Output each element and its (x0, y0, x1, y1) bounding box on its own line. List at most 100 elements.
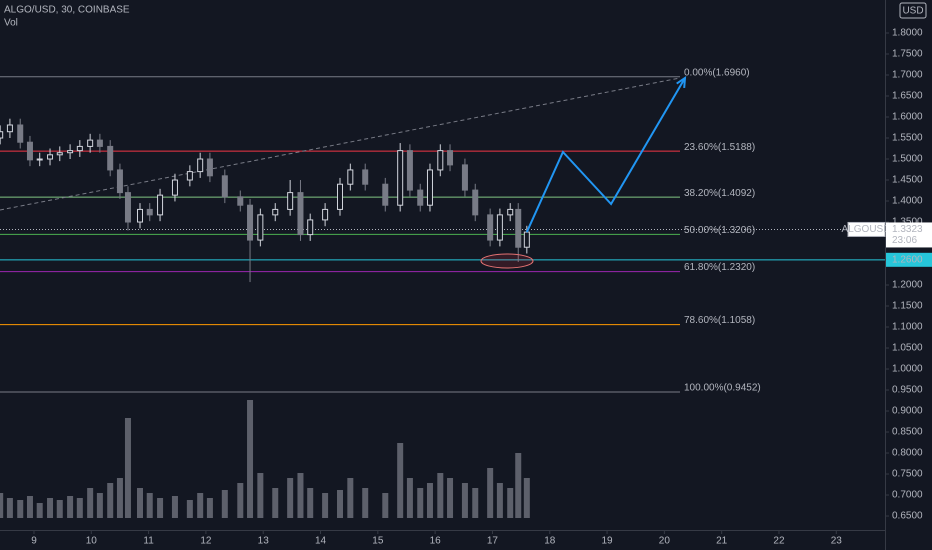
y-tick-label: 0.8000 (892, 448, 923, 459)
candle-body (197, 158, 204, 173)
candle-body (447, 150, 454, 166)
volume-bar (221, 490, 228, 518)
volume-bar (406, 478, 413, 518)
currency-box (899, 2, 927, 19)
volume-bar (124, 418, 131, 518)
candle-body (337, 183, 344, 210)
x-tick-label: 13 (258, 536, 270, 547)
x-tick-label: 11 (143, 536, 154, 547)
y-tick-label: 1.2000 (892, 280, 923, 291)
volume-bar (397, 443, 404, 518)
candle-body (297, 192, 304, 236)
y-tick-label: 1.1000 (892, 322, 923, 333)
y-tick-label: 1.7500 (892, 49, 923, 60)
volume-bar (247, 400, 254, 518)
candle-body (0, 131, 4, 139)
trendline (0, 77, 680, 211)
x-tick-label: 20 (659, 536, 671, 547)
symbol-tag-label: ALGOUSD (842, 224, 891, 235)
candle-body (87, 139, 94, 147)
volume-bar (197, 493, 204, 518)
highlight-ellipse (480, 253, 534, 269)
volume-bar (146, 493, 153, 518)
x-tick-label: 19 (601, 536, 613, 547)
volume-bar (287, 478, 294, 518)
candle-body (523, 231, 530, 248)
y-tick-label: 1.4000 (892, 196, 923, 207)
y-tick-label: 1.5500 (892, 133, 923, 144)
volume-bar (297, 473, 304, 518)
volume-bar (347, 478, 354, 518)
y-tick-label: 0.6500 (892, 511, 923, 522)
volume-bar (137, 488, 144, 518)
x-tick-label: 15 (372, 536, 384, 547)
candle-body (461, 164, 468, 191)
candle-body (426, 169, 433, 206)
volume-bar (47, 498, 54, 518)
volume-bar (67, 496, 74, 518)
volume-bar (382, 493, 389, 518)
fib-label: 61.80%(1.2320) (684, 262, 755, 273)
x-tick-label: 12 (200, 536, 212, 547)
volume-bar (437, 473, 444, 518)
candle-body (17, 124, 24, 143)
volume-bar (186, 500, 193, 518)
last-price-label: 1.3323 (892, 224, 923, 235)
fib-label: 38.20%(1.4092) (684, 188, 755, 199)
countdown-label: 23:06 (892, 235, 917, 246)
volume-bar (96, 493, 103, 518)
last-price-tag (886, 222, 932, 248)
x-tick-label: 16 (430, 536, 442, 547)
volume-bar (0, 493, 4, 518)
volume-bar (362, 488, 369, 518)
x-tick-label: 21 (716, 536, 728, 547)
volume-bar (515, 453, 522, 518)
symbol-tag (847, 221, 886, 237)
fib-label: 78.60%(1.1058) (684, 315, 755, 326)
candle-body (26, 141, 33, 161)
x-tick-label: 22 (773, 536, 785, 547)
candle-body (157, 194, 164, 216)
y-tick-label: 1.4500 (892, 175, 923, 186)
candle-body (67, 150, 74, 154)
chart-title: ALGO/USD, 30, COINBASE (4, 5, 130, 16)
y-tick-label: 1.8000 (892, 28, 923, 39)
volume-bar (487, 468, 494, 518)
candle-body (382, 183, 389, 206)
candle-body (397, 150, 404, 206)
x-tick-label: 9 (31, 536, 37, 547)
fib-label: 0.00%(1.6960) (684, 67, 750, 78)
support-tag (886, 252, 932, 267)
volume-bar (472, 488, 479, 518)
support-tag-label: 1.2600 (892, 254, 923, 265)
candle-body (487, 214, 494, 241)
candle-body (206, 158, 213, 177)
fib-label: 100.00%(0.9452) (684, 383, 761, 394)
volume-bar (76, 498, 83, 518)
y-tick-label: 1.7000 (892, 70, 923, 81)
candle-body (186, 171, 193, 181)
x-tick-label: 17 (487, 536, 499, 547)
volume-bar (447, 478, 454, 518)
y-tick-label: 1.6000 (892, 112, 923, 123)
candle-body (507, 208, 514, 216)
projection-arrowhead (676, 76, 687, 89)
candle-body (417, 189, 424, 206)
candle-body (36, 158, 43, 161)
candle-body (307, 219, 314, 236)
volume-bar (507, 488, 514, 518)
y-tick-label: 0.8500 (892, 427, 923, 438)
candle-body (146, 208, 153, 216)
currency: USD (902, 6, 923, 17)
volume-bar (157, 498, 164, 518)
volume-bar (56, 500, 63, 518)
volume-bar (36, 503, 43, 518)
volume-bar (417, 488, 424, 518)
volume-bar (206, 498, 213, 518)
candle-body (247, 204, 254, 241)
volume-bar (426, 483, 433, 518)
candle-body (137, 208, 144, 223)
candle-body (116, 169, 123, 194)
y-tick-label: 1.0000 (892, 364, 923, 375)
